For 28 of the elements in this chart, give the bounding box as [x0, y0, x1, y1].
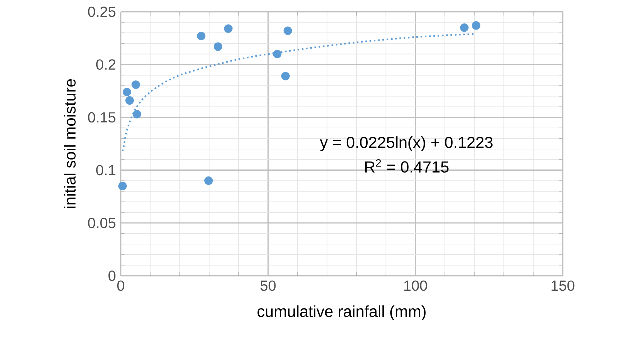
y-tick-label: 0.05: [88, 218, 116, 228]
point: [197, 32, 206, 41]
point: [460, 24, 469, 32]
y-tick-label: 0: [108, 270, 116, 282]
point: [204, 176, 214, 186]
point: [224, 24, 233, 34]
point: [118, 182, 128, 190]
point: [284, 26, 292, 36]
point: [132, 110, 142, 119]
annotation: R$^{2}$ = 0.4715: [365, 159, 449, 173]
point: [122, 88, 132, 97]
point: [126, 96, 134, 105]
point: [273, 50, 282, 59]
y-tick-label: 0.15: [88, 112, 116, 123]
x-tick-label: 0: [117, 280, 124, 292]
point: [281, 72, 290, 81]
annotation: y = 0.0225ln(x) + 0.1223: [320, 136, 493, 152]
x-axis-title: cumulative rainfall (mm): [258, 306, 426, 320]
y-axis-title: initial soil moisture: [64, 79, 76, 208]
point: [132, 80, 140, 90]
x-tick-label: 100: [404, 280, 428, 292]
y-tick-label: 0.2: [96, 60, 116, 70]
x-tick-label: 50: [260, 280, 276, 292]
point: [472, 21, 481, 30]
x-tick-label: 150: [552, 280, 575, 292]
point: [214, 42, 223, 52]
y-tick-label: 0.25: [88, 6, 116, 18]
y-tick-label: 0.1: [96, 165, 116, 176]
